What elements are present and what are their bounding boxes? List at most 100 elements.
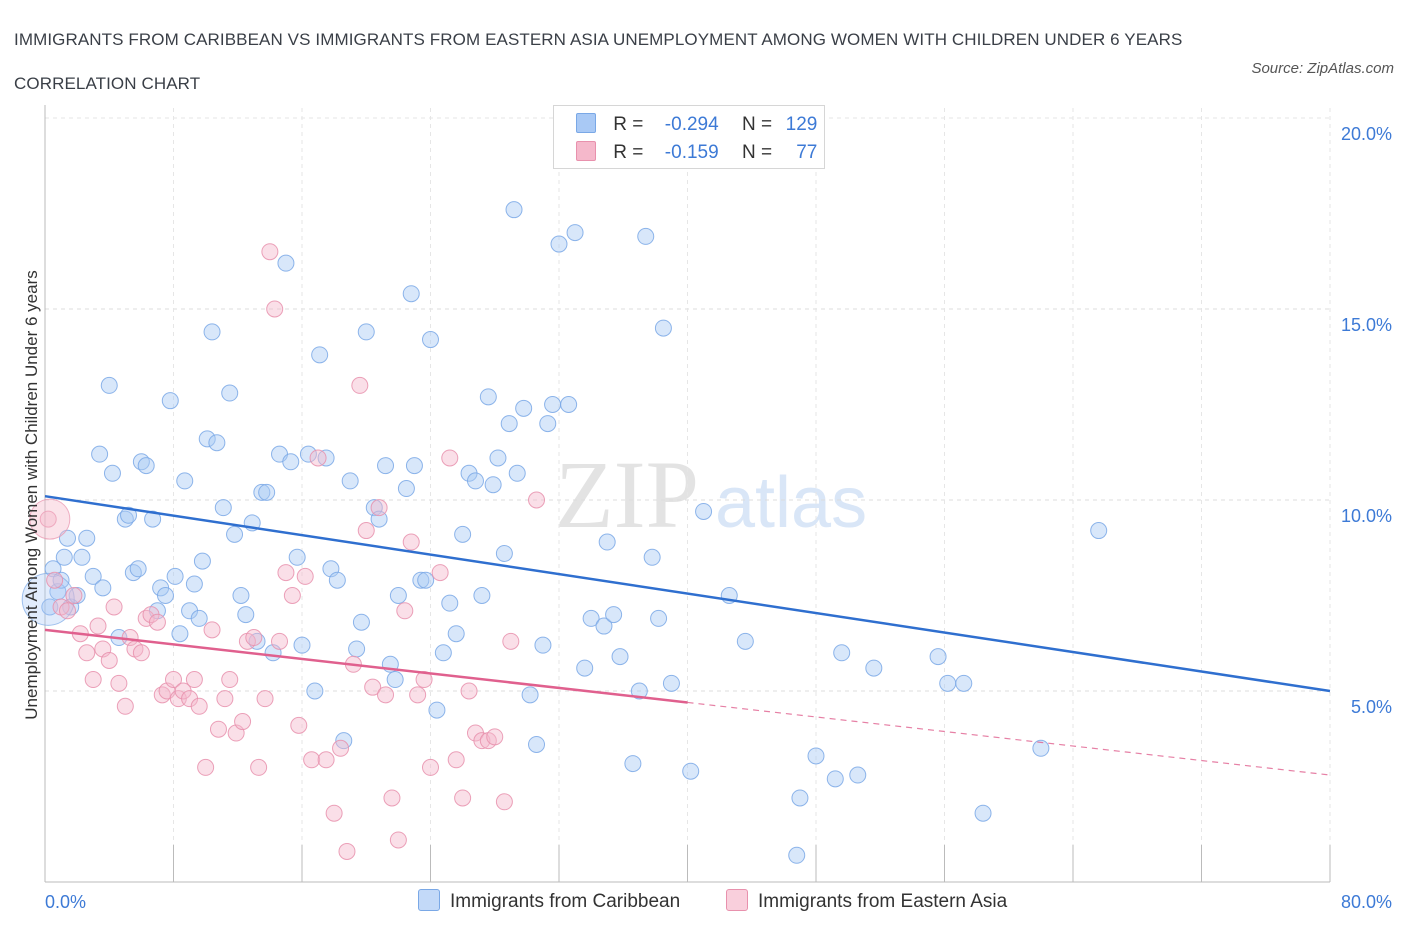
data-point-caribbean [654,319,672,337]
data-point-caribbean [78,529,96,547]
data-point-eastern-asia [389,831,407,849]
watermark-zip: ZIP [555,441,699,548]
data-point-caribbean [637,227,655,245]
legend-swatch-caribbean [576,113,596,133]
data-point-caribbean [193,552,211,570]
data-point-caribbean [428,701,446,719]
data-point-caribbean [377,457,395,475]
legend-row-eastern-asia: R = -0.159 N = 77 [576,141,817,165]
data-point-caribbean [365,499,383,517]
data-point-caribbean [144,510,162,528]
data-point-eastern-asia [309,449,327,467]
data-point-caribbean [974,804,992,822]
trendline-eastern-asia [44,628,688,704]
data-point-caribbean [955,674,973,692]
data-point-eastern-asia [84,671,102,689]
data-point-caribbean [120,506,138,524]
data-point-caribbean [258,483,276,501]
data-point-caribbean [103,464,121,482]
bottom-legend-label-eastern-asia: Immigrants from Eastern Asia [758,891,1008,912]
legend-r-value: -0.159 [664,142,719,163]
data-point-eastern-asia [447,751,465,769]
data-point-caribbean [508,464,526,482]
data-point-eastern-asia [209,720,227,738]
watermark: ZIP atlas [555,441,867,548]
data-point-caribbean [214,499,232,517]
data-point-caribbean [598,533,616,551]
data-point-eastern-asia [338,842,356,860]
data-point-eastern-asia [431,564,449,582]
data-point-caribbean [412,571,430,589]
legend-n-label: N = [741,114,773,135]
data-point-eastern-asia [185,671,203,689]
data-point-caribbean [166,567,184,585]
data-point-caribbean [357,323,375,341]
data-point-eastern-asia [256,690,274,708]
data-point-eastern-asia [370,499,388,517]
data-point-caribbean [198,430,216,448]
data-point-eastern-asia [39,510,57,528]
data-point-caribbean [328,571,346,589]
data-point-caribbean [55,548,73,566]
data-point-eastern-asia [89,617,107,635]
data-point-caribbean [348,640,366,658]
data-point-caribbean [389,587,407,604]
data-point-caribbean [643,548,661,566]
data-point-caribbean [311,346,329,364]
data-point-caribbean [84,567,102,585]
data-point-caribbean [826,770,844,788]
data-point-caribbean [500,415,518,433]
data-point-eastern-asia [261,243,279,261]
data-point-caribbean [788,846,806,864]
data-point-caribbean [544,396,562,413]
data-point-eastern-asia [266,300,284,318]
data-point-caribbean [21,572,75,626]
data-point-eastern-asia [383,789,401,807]
data-point-eastern-asia [197,758,215,776]
data-point-caribbean [288,548,306,566]
data-point-caribbean [484,476,502,494]
data-point-eastern-asia [148,613,166,631]
data-point-eastern-asia [396,602,414,620]
data-point-caribbean [171,625,189,643]
y-axis-label: Unemployment Among Women with Children U… [22,270,41,719]
data-point-caribbean [682,762,700,780]
data-point-caribbean [73,548,91,566]
data-point-eastern-asia [165,671,182,689]
data-point-caribbean [939,674,957,692]
data-point-caribbean [352,613,370,631]
data-point-eastern-asia [473,732,491,750]
data-point-caribbean [1090,522,1108,540]
data-point-caribbean [441,594,459,612]
data-point-eastern-asia [460,682,478,700]
data-point-eastern-asia [303,751,321,769]
data-point-caribbean [91,445,109,463]
data-point-caribbean [299,445,317,463]
data-point-caribbean [595,617,613,635]
data-point-caribbean [833,644,851,662]
data-point-caribbean [515,399,533,417]
data-point-caribbean [293,636,311,654]
data-point-eastern-asia [100,651,118,669]
data-point-caribbean [495,544,513,562]
bottom-legend-caribbean: Immigrants from Caribbean [418,889,680,913]
legend-n-value: 77 [796,142,818,163]
y-tick-label: 20.0% [1341,124,1392,144]
data-point-eastern-asia [402,533,420,551]
data-point-caribbean [695,502,713,520]
data-point-caribbean [473,587,491,604]
data-point-caribbean [137,457,155,475]
data-point-eastern-asia [58,602,76,620]
data-point-caribbean [791,789,809,807]
data-point-eastern-asia [221,671,239,689]
data-point-caribbean [447,625,465,643]
y-tick-label: 10.0% [1341,506,1392,526]
y-tick-label: 5.0% [1351,697,1392,717]
data-point-caribbean [190,609,208,627]
data-point-eastern-asia [216,690,234,708]
data-point-caribbean [736,632,754,650]
legend-r-label: R = [613,142,644,163]
legend-r-label: R = [613,114,644,135]
y-tick-label: 15.0% [1341,315,1392,335]
watermark-atlas: atlas [715,463,867,543]
